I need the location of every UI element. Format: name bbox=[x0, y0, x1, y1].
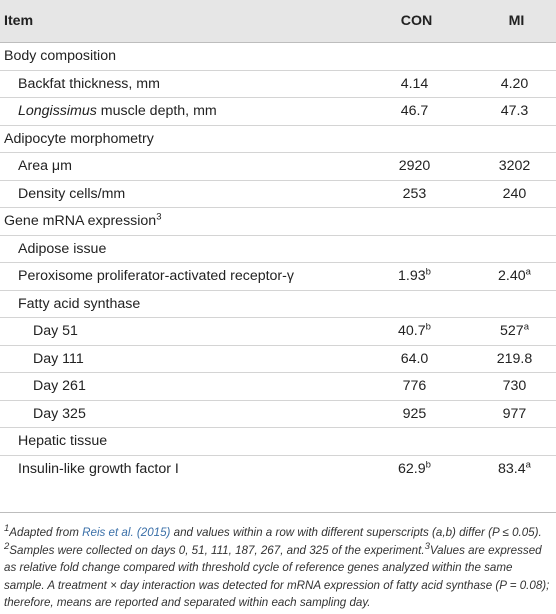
mi-value: 730 bbox=[502, 378, 527, 395]
con-value: 1.93b bbox=[398, 266, 431, 285]
data-table-container: Item CON MI Body composition Backfat thi… bbox=[0, 0, 556, 482]
con-value bbox=[356, 290, 473, 318]
row-label: Gene mRNA expression3 bbox=[4, 211, 162, 230]
con-value: 253 bbox=[402, 185, 427, 202]
footnote-divider bbox=[0, 512, 556, 513]
con-value bbox=[356, 125, 473, 153]
mi-value: 527a bbox=[500, 321, 529, 340]
row-label: Longissimus muscle depth, mm bbox=[18, 103, 217, 120]
mi-value bbox=[473, 235, 556, 263]
footnote-marker-3: 3 bbox=[424, 540, 430, 552]
mi-value bbox=[473, 290, 556, 318]
row-label: Area μm bbox=[18, 158, 72, 175]
footnote-marker-1: 1 bbox=[4, 523, 10, 535]
table-row: Body composition bbox=[0, 42, 556, 71]
table-row: Density cells/mm 253 240 bbox=[0, 180, 556, 208]
row-label: Hepatic tissue bbox=[18, 433, 108, 450]
con-value: 4.14 bbox=[400, 75, 429, 92]
row-label: Day 51 bbox=[33, 323, 78, 340]
mi-value bbox=[473, 43, 556, 71]
row-label: Day 325 bbox=[33, 405, 86, 422]
row-label: Backfat thickness, mm bbox=[18, 75, 160, 92]
mi-value: 47.3 bbox=[500, 103, 529, 120]
con-value: 62.9b bbox=[398, 459, 431, 477]
con-value: 40.7b bbox=[398, 321, 431, 340]
header-item: Item bbox=[4, 13, 34, 29]
header-con: CON bbox=[400, 13, 433, 29]
row-label: Adipose issue bbox=[18, 240, 107, 257]
table-row: Day 325 925 977 bbox=[0, 400, 556, 428]
row-label: Adipocyte morphometry bbox=[4, 130, 154, 147]
con-value bbox=[356, 208, 473, 236]
table-row: Adipose issue bbox=[0, 235, 556, 263]
table-row: Day 261 776 730 bbox=[0, 372, 556, 401]
table-footnote: 1Adapted from Reis et al. (2015) and val… bbox=[4, 523, 550, 609]
table-row: Peroxisome proliferator-activated recept… bbox=[0, 262, 556, 291]
con-value: 46.7 bbox=[400, 103, 429, 120]
row-label: Peroxisome proliferator-activated recept… bbox=[18, 268, 294, 285]
table-row: Longissimus muscle depth, mm 46.7 47.3 bbox=[0, 97, 556, 126]
con-value bbox=[356, 428, 473, 456]
con-value bbox=[356, 235, 473, 263]
table-row: Fatty acid synthase bbox=[0, 290, 556, 318]
mi-value: 219.8 bbox=[496, 350, 533, 367]
table-row: Insulin-like growth factor I 62.9b 83.4a bbox=[0, 455, 556, 482]
table-row: Gene mRNA expression3 bbox=[0, 207, 556, 236]
mi-value: 3202 bbox=[498, 158, 531, 175]
citation-link[interactable]: Reis et al. (2015) bbox=[82, 526, 171, 539]
mi-value: 83.4a bbox=[498, 459, 531, 477]
mi-value: 977 bbox=[502, 405, 527, 422]
con-value: 925 bbox=[402, 405, 427, 422]
table-header-row: Item CON MI bbox=[0, 0, 556, 43]
row-label: Fatty acid synthase bbox=[18, 295, 141, 312]
row-label: Day 111 bbox=[33, 350, 84, 367]
row-label: Day 261 bbox=[33, 378, 86, 395]
table-row: Day 51 40.7b 527a bbox=[0, 317, 556, 346]
mi-value bbox=[473, 428, 556, 456]
header-mi: MI bbox=[508, 13, 525, 29]
row-label: Density cells/mm bbox=[18, 185, 126, 202]
con-value: 776 bbox=[402, 378, 427, 395]
con-value: 64.0 bbox=[400, 350, 429, 367]
row-label: Body composition bbox=[4, 48, 116, 65]
mi-value: 4.20 bbox=[500, 75, 529, 92]
mi-value: 2.40a bbox=[498, 266, 531, 285]
table-row: Hepatic tissue bbox=[0, 427, 556, 456]
table-row: Adipocyte morphometry bbox=[0, 125, 556, 153]
con-value: 2920 bbox=[398, 158, 431, 175]
con-value bbox=[356, 43, 473, 71]
table-row: Backfat thickness, mm 4.14 4.20 bbox=[0, 70, 556, 98]
mi-value bbox=[473, 125, 556, 153]
mi-value: 240 bbox=[502, 185, 527, 202]
footnote-marker-2: 2 bbox=[4, 540, 10, 552]
row-label: Insulin-like growth factor I bbox=[18, 460, 179, 477]
table-row: Day 111 64.0 219.8 bbox=[0, 345, 556, 373]
data-table: Item CON MI Body composition Backfat thi… bbox=[0, 0, 556, 482]
table-row: Area μm 2920 3202 bbox=[0, 152, 556, 181]
mi-value bbox=[473, 208, 556, 236]
